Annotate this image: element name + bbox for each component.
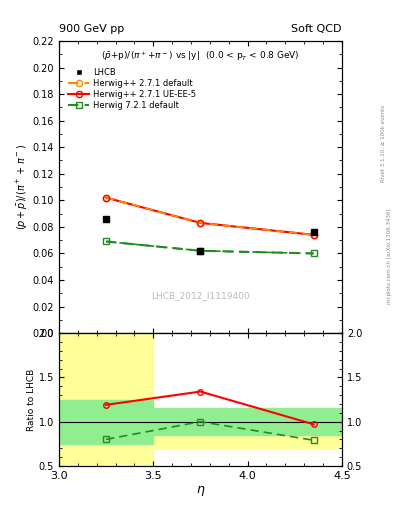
Herwig++ 2.7.1 default (311, 232, 316, 238)
Y-axis label: $(p+\bar{p})/(\pi^+ + \pi^-)$: $(p+\bar{p})/(\pi^+ + \pi^-)$ (15, 144, 30, 230)
Text: ($\bar{p}$+p)/($\pi^+$+$\pi^-$) vs |y|  (0.0 < p$_T$ < 0.8 GeV): ($\bar{p}$+p)/($\pi^+$+$\pi^-$) vs |y| (… (101, 50, 300, 63)
Herwig++ 2.7.1 UE-EE-5 (198, 220, 203, 226)
Herwig++ 2.7.1 default (104, 195, 108, 201)
Line: Herwig++ 2.7.1 UE-EE-5: Herwig++ 2.7.1 UE-EE-5 (103, 195, 317, 238)
Text: LHCB_2012_I1119400: LHCB_2012_I1119400 (151, 291, 250, 300)
Legend: LHCB, Herwig++ 2.7.1 default, Herwig++ 2.7.1 UE-EE-5, Herwig 7.2.1 default: LHCB, Herwig++ 2.7.1 default, Herwig++ 2… (66, 66, 199, 113)
Herwig++ 2.7.1 UE-EE-5 (311, 232, 316, 238)
Y-axis label: Ratio to LHCB: Ratio to LHCB (27, 369, 36, 431)
Herwig 7.2.1 default (104, 239, 108, 245)
LHCB (198, 248, 203, 254)
LHCB (104, 216, 108, 222)
Text: Rivet 3.1.10, ≥ 100k events: Rivet 3.1.10, ≥ 100k events (381, 105, 386, 182)
Text: Soft QCD: Soft QCD (292, 24, 342, 34)
Text: 900 GeV pp: 900 GeV pp (59, 24, 124, 34)
Herwig 7.2.1 default (198, 248, 203, 254)
X-axis label: $\eta$: $\eta$ (196, 483, 205, 498)
Line: Herwig 7.2.1 default: Herwig 7.2.1 default (103, 239, 317, 257)
Herwig++ 2.7.1 default (198, 220, 203, 226)
LHCB (311, 229, 316, 236)
Herwig 7.2.1 default (311, 250, 316, 257)
Line: Herwig++ 2.7.1 default: Herwig++ 2.7.1 default (103, 195, 317, 238)
Text: mcplots.cern.ch [arXiv:1306.3436]: mcplots.cern.ch [arXiv:1306.3436] (387, 208, 391, 304)
Herwig++ 2.7.1 UE-EE-5 (104, 195, 108, 201)
Line: LHCB: LHCB (103, 216, 317, 254)
